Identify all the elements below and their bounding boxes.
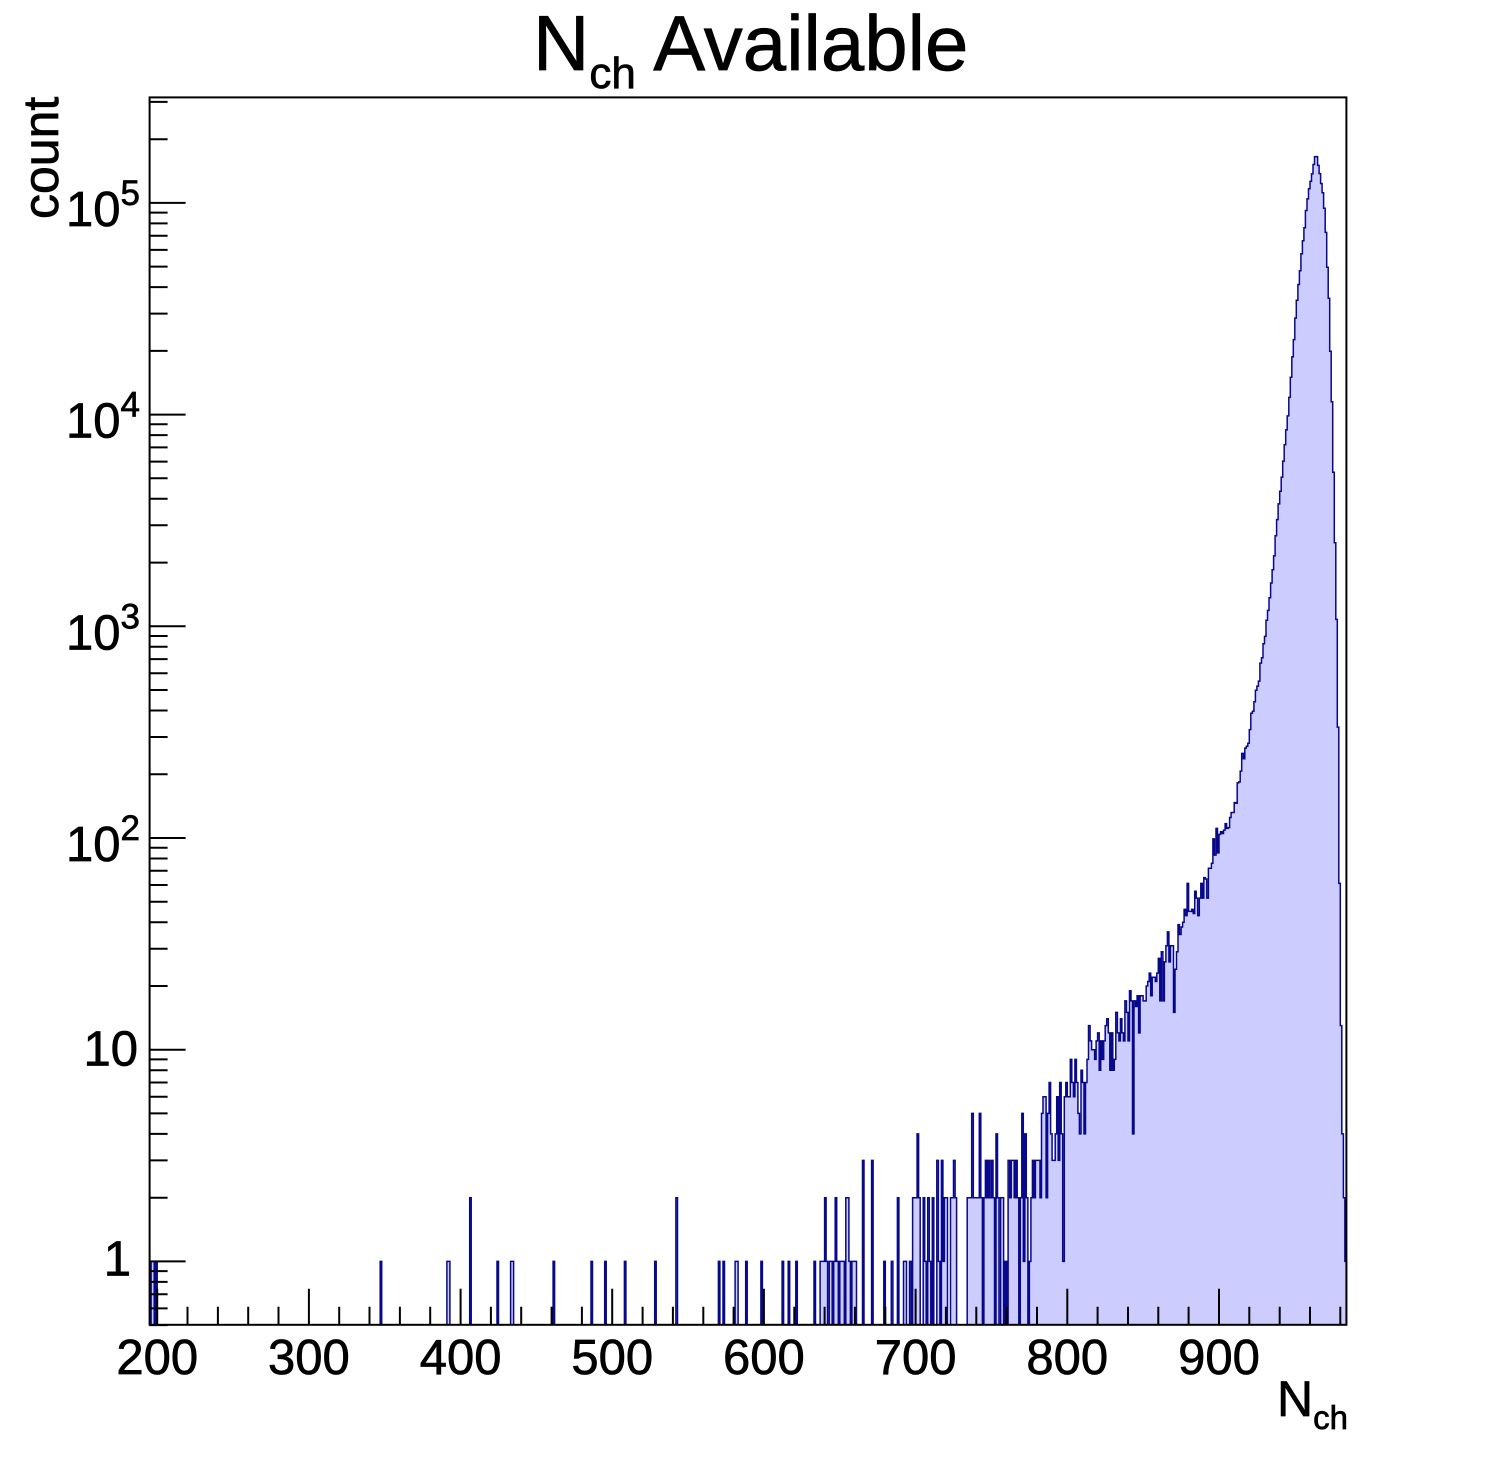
- svg-text:900: 900: [1178, 1331, 1260, 1385]
- svg-text:105: 105: [66, 174, 140, 237]
- svg-text:800: 800: [1026, 1331, 1108, 1385]
- svg-text:700: 700: [875, 1331, 957, 1385]
- svg-text:300: 300: [268, 1331, 350, 1385]
- svg-text:1: 1: [104, 1232, 131, 1286]
- svg-text:200: 200: [116, 1331, 198, 1385]
- svg-text:10: 10: [83, 1023, 138, 1077]
- svg-text:500: 500: [571, 1331, 653, 1385]
- svg-text:600: 600: [723, 1331, 805, 1385]
- svg-text:400: 400: [420, 1331, 502, 1385]
- svg-text:count: count: [13, 97, 69, 219]
